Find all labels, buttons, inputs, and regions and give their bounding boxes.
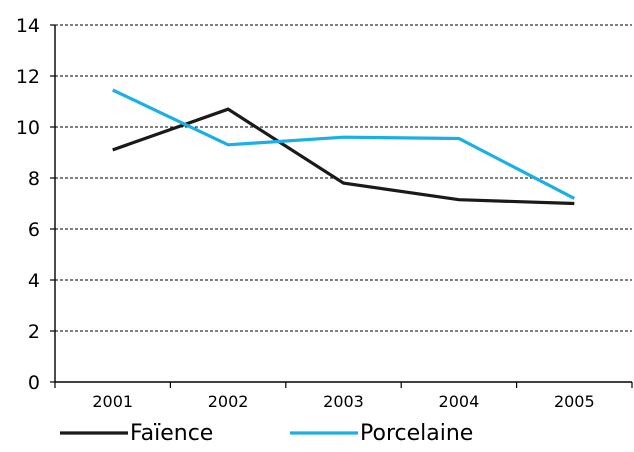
x-tick-label-2001: 2001 xyxy=(92,392,133,411)
y-tick-label-12: 12 xyxy=(16,66,40,88)
y-tick-label-0: 0 xyxy=(28,372,40,394)
x-tick-label-2002: 2002 xyxy=(208,392,249,411)
y-tick-label-8: 8 xyxy=(28,168,40,190)
x-tick-label-2003: 2003 xyxy=(323,392,364,411)
series-line-1 xyxy=(112,88,576,200)
y-axis-tick-labels: 0 2 4 6 8 10 12 14 xyxy=(16,15,40,394)
y-tick-label-2: 2 xyxy=(28,321,40,343)
x-tick-label-2004: 2004 xyxy=(439,392,480,411)
grid-lines xyxy=(55,24,632,332)
y-tick-label-4: 4 xyxy=(28,270,40,292)
x-axis-tick-labels: 2001 2002 2003 2004 2005 xyxy=(92,392,594,411)
series-line-0 xyxy=(112,107,575,206)
y-tick-label-10: 10 xyxy=(16,117,40,139)
legend: Faïence Porcelaine xyxy=(60,421,473,446)
legend-label-1: Porcelaine xyxy=(360,421,473,446)
axes xyxy=(50,24,633,388)
y-tick-label-14: 14 xyxy=(16,15,40,37)
legend-label-0: Faïence xyxy=(130,421,213,446)
series-lines xyxy=(112,88,576,206)
y-tick-label-6: 6 xyxy=(28,219,40,241)
x-tick-label-2005: 2005 xyxy=(554,392,595,411)
